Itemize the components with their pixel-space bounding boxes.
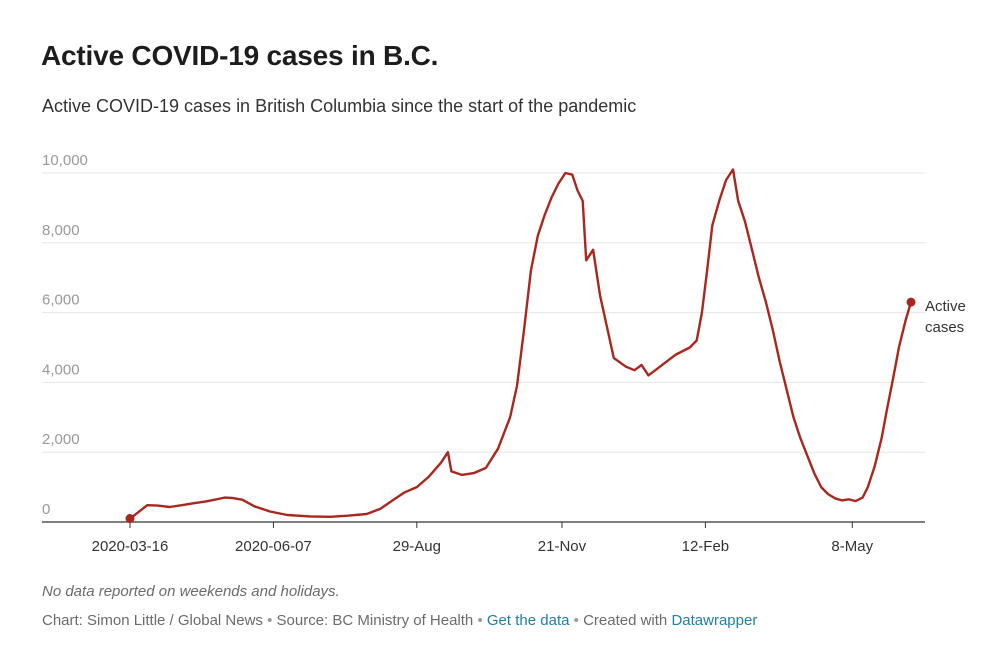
y-tick-label: 8,000: [42, 222, 80, 239]
start-point-marker: [125, 514, 135, 524]
y-tick-label: 10,000: [42, 152, 88, 169]
gridlines: [42, 172, 925, 453]
end-label: Active cases: [925, 298, 966, 336]
x-axis: 2020-03-16 2020-06-07 29-Aug 21-Nov 12-Feb 8-…: [92, 522, 874, 555]
source-text: Source: BC Ministry of Health: [276, 612, 474, 629]
y-axis: 0 2,000 4,000 6,000 8,000 10,000: [42, 152, 925, 523]
credit-text: Chart: Simon Little / Global News: [42, 612, 263, 629]
x-tick-label: 29-Aug: [393, 538, 441, 555]
x-tick-label: 2020-06-07: [235, 538, 312, 555]
x-tick-label: 21-Nov: [538, 538, 587, 555]
x-tick-label: 2020-03-16: [92, 538, 169, 555]
y-tick-label: 6,000: [42, 292, 80, 309]
end-point-marker: [906, 297, 916, 307]
separator: •: [267, 612, 273, 629]
datawrapper-link[interactable]: Datawrapper: [671, 612, 758, 629]
series: [125, 168, 916, 524]
active-cases-line: [128, 168, 913, 520]
chart-footer: Chart: Simon Little / Global News • Sour…: [42, 612, 757, 629]
get-the-data-link[interactable]: Get the data: [486, 612, 570, 629]
series-end-label: Active cases: [925, 298, 966, 336]
separator: •: [573, 612, 579, 629]
x-tick-label: 8-May: [831, 538, 873, 555]
chart-subtitle: Active COVID-19 cases in British Columbi…: [42, 96, 637, 116]
y-tick-label: 0: [42, 501, 50, 518]
y-tick-label: 4,000: [42, 361, 80, 378]
chart-title: Active COVID-19 cases in B.C.: [41, 40, 439, 71]
separator: •: [477, 612, 483, 629]
chart-note: No data reported on weekends and holiday…: [42, 583, 340, 600]
x-tick-label: 12-Feb: [682, 538, 730, 555]
created-with-text: Created with: [583, 612, 668, 629]
y-tick-label: 2,000: [42, 431, 80, 448]
